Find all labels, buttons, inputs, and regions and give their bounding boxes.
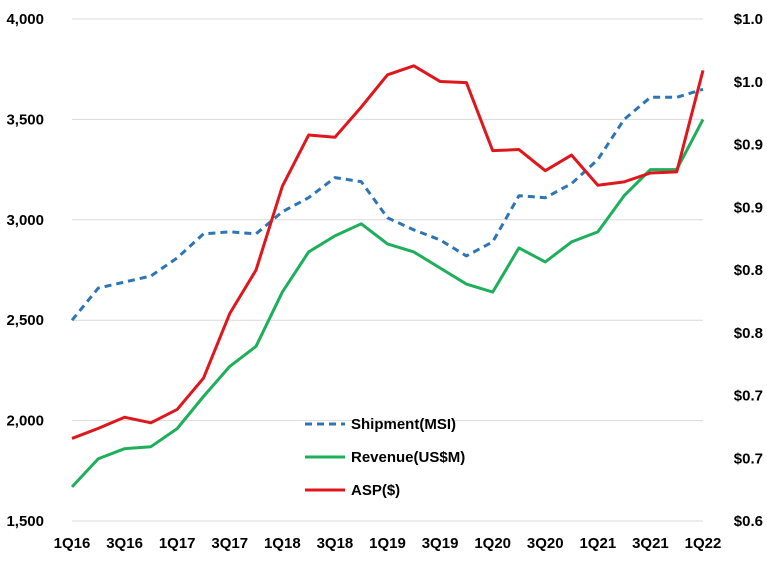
y-left-tick-label: 1,500 (6, 513, 44, 530)
x-tick-label: 3Q21 (632, 535, 669, 552)
grid-lines (72, 18, 703, 522)
y-right-tick-label: $0.7 (734, 450, 763, 467)
y-right-tick-label: $0.9 (734, 199, 763, 216)
y-left-tick-label: 2,500 (6, 312, 44, 329)
x-tick-label: 1Q17 (159, 535, 196, 552)
x-tick-label: 3Q19 (422, 535, 459, 552)
y-left-tick-label: 3,000 (6, 212, 44, 229)
x-tick-label: 3Q20 (527, 535, 564, 552)
x-tick-label: 1Q21 (579, 535, 616, 552)
series-line-shipment-msi (70, 87, 704, 322)
series-lines (70, 64, 705, 488)
y-right-tick-label: $0.6 (734, 513, 763, 530)
legend-label: ASP($) (351, 482, 400, 499)
y-right-tick-label: $1.0 (734, 11, 763, 28)
y-right-tick-label: $0.9 (734, 137, 763, 154)
legend: Shipment(MSI) Revenue(US$M) ASP($) (305, 416, 465, 499)
x-tick-label: 3Q16 (106, 535, 143, 552)
y-left-tick-label: 4,000 (6, 11, 44, 28)
x-tick-label: 1Q19 (369, 535, 406, 552)
y-right-tick-label: $0.8 (734, 325, 763, 342)
y-right-tick-label: $0.8 (734, 262, 763, 279)
y-right-tick-label: $0.7 (734, 388, 763, 405)
y-left-tick-label: 2,000 (6, 413, 44, 430)
x-tick-label: 1Q20 (474, 535, 511, 552)
x-tick-label: 1Q18 (264, 535, 301, 552)
series-line-revenue-us-m (70, 118, 705, 488)
legend-label: Shipment(MSI) (351, 416, 456, 433)
legend-label: Revenue(US$M) (351, 449, 465, 466)
x-tick-label: 1Q16 (54, 535, 91, 552)
axes: 1,500 2,000 2,500 3,000 3,500 4,000 $0.6 $0.7 $0… (6, 11, 763, 552)
series-line-asp (71, 64, 705, 440)
y-right-tick-label: $1.0 (734, 74, 763, 91)
x-tick-label: 3Q17 (211, 535, 248, 552)
y-left-tick-label: 3,500 (6, 111, 44, 128)
x-tick-label: 1Q22 (685, 535, 722, 552)
x-tick-label: 3Q18 (317, 535, 354, 552)
